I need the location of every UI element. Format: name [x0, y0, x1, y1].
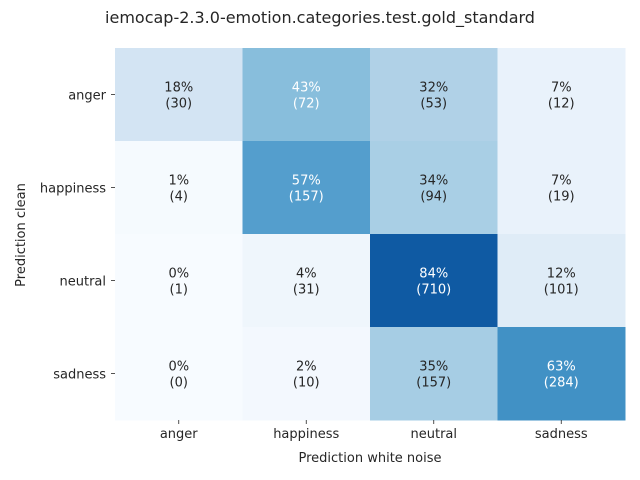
heatmap-cells: 18%(30)43%(72)32%(53)7%(12)1%(4)57%(157)…: [115, 48, 626, 421]
heatmap-cell-0-0: [115, 48, 243, 142]
x-tick-label-anger: anger: [160, 427, 198, 442]
cell-count-label: (101): [544, 283, 579, 298]
cell-percent-label: 0%: [168, 267, 189, 282]
cell-percent-label: 2%: [296, 360, 317, 375]
y-axis-ticks: anger happiness neutral sadness: [40, 89, 115, 383]
cell-percent-label: 63%: [547, 360, 576, 375]
cell-percent-label: 43%: [292, 81, 321, 96]
heatmap-cell-2-2: [370, 234, 498, 328]
cell-count-label: (284): [544, 376, 579, 391]
heatmap-cell-3-3: [497, 327, 626, 421]
y-tick-label-happiness: happiness: [40, 182, 106, 197]
cell-percent-label: 34%: [419, 174, 448, 189]
cell-percent-label: 18%: [164, 81, 193, 96]
x-tick-label-sadness: sadness: [535, 427, 588, 442]
cell-count-label: (30): [165, 97, 192, 112]
cell-count-label: (0): [170, 376, 188, 391]
chart-title: iemocap-2.3.0-emotion.categories.test.go…: [105, 8, 535, 28]
cell-count-label: (19): [548, 190, 575, 205]
heatmap-cell-3-1: [242, 327, 371, 421]
cell-count-label: (1): [170, 283, 188, 298]
cell-count-label: (94): [420, 190, 447, 205]
cell-percent-label: 32%: [419, 81, 448, 96]
x-axis-label: Prediction white noise: [299, 451, 442, 466]
cell-percent-label: 1%: [168, 174, 189, 189]
cell-percent-label: 57%: [292, 174, 321, 189]
cell-count-label: (710): [416, 283, 451, 298]
heatmap-cell-0-1: [242, 48, 371, 142]
cell-percent-label: 7%: [551, 81, 572, 96]
heatmap-cell-0-2: [370, 48, 498, 142]
heatmap-cell-2-1: [242, 234, 371, 328]
heatmap-cell-3-2: [370, 327, 498, 421]
x-axis-ticks: anger happiness neutral sadness: [160, 420, 588, 442]
cell-count-label: (31): [293, 283, 320, 298]
cell-percent-label: 84%: [419, 267, 448, 282]
y-axis-label: Prediction clean: [14, 183, 29, 287]
heatmap-cell-1-3: [497, 141, 626, 235]
cell-count-label: (12): [548, 97, 575, 112]
cell-count-label: (157): [289, 190, 324, 205]
heatmap-cell-0-3: [497, 48, 626, 142]
y-tick-label-sadness: sadness: [53, 368, 106, 383]
cell-count-label: (4): [170, 190, 188, 205]
heatmap-cell-1-2: [370, 141, 498, 235]
cell-percent-label: 4%: [296, 267, 317, 282]
heatmap-cell-3-0: [115, 327, 243, 421]
cell-percent-label: 7%: [551, 174, 572, 189]
cell-count-label: (10): [293, 376, 320, 391]
x-tick-label-happiness: happiness: [273, 427, 339, 442]
cell-percent-label: 12%: [547, 267, 576, 282]
cell-count-label: (53): [420, 97, 447, 112]
heatmap-cell-1-0: [115, 141, 243, 235]
cell-count-label: (72): [293, 97, 320, 112]
heatmap-cell-1-1: [242, 141, 371, 235]
x-tick-label-neutral: neutral: [411, 427, 458, 442]
heatmap-cell-2-3: [497, 234, 626, 328]
cell-percent-label: 0%: [168, 360, 189, 375]
y-tick-label-neutral: neutral: [60, 275, 107, 290]
cell-percent-label: 35%: [419, 360, 448, 375]
heatmap-cell-2-0: [115, 234, 243, 328]
cell-count-label: (157): [416, 376, 451, 391]
y-tick-label-anger: anger: [68, 89, 106, 104]
